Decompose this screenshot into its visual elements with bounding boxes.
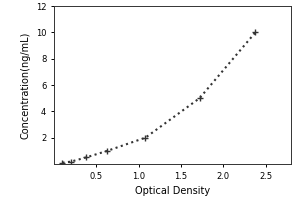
X-axis label: Optical Density: Optical Density: [135, 186, 210, 196]
Y-axis label: Concentration(ng/mL): Concentration(ng/mL): [20, 31, 30, 139]
